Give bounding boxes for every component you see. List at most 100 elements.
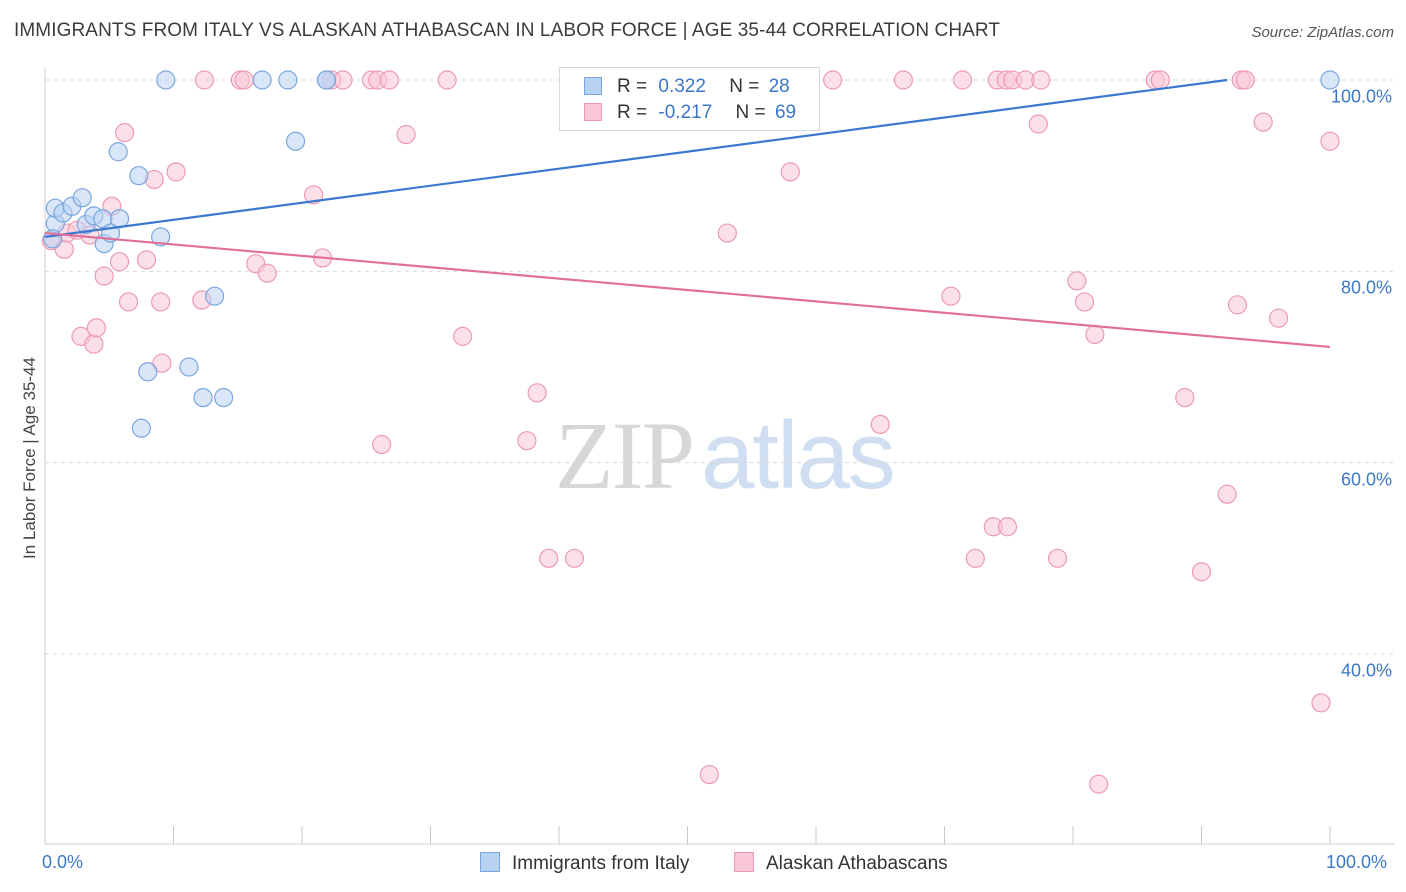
point-italy xyxy=(316,70,337,90)
point-athabascan xyxy=(564,548,585,568)
point-athabascan xyxy=(517,431,537,451)
point-italy xyxy=(205,286,225,306)
point-athabascan xyxy=(152,353,172,373)
point-athabascan xyxy=(941,286,961,306)
point-athabascan xyxy=(109,252,130,272)
point-italy xyxy=(179,357,199,377)
point-athabascan xyxy=(1311,693,1331,713)
point-athabascan xyxy=(303,185,324,205)
point-athabascan xyxy=(1217,484,1237,504)
point-athabascan xyxy=(1227,295,1248,315)
point-athabascan xyxy=(1150,70,1170,90)
y-tick-label-80: 80.0% xyxy=(1340,277,1392,298)
x-tick-label-min: 0.0% xyxy=(42,852,84,872)
legend-label-italy: Immigrants from Italy xyxy=(512,853,690,874)
point-athabascan xyxy=(823,70,843,90)
point-italy xyxy=(252,70,272,90)
legend-n-value-athabascan: 69 xyxy=(774,102,797,123)
stats-legend: R = 0.322 N = 28 R = -0.217 N = 69 xyxy=(559,67,820,131)
legend-item-athabascan: Alaskan Athabascans xyxy=(734,852,948,875)
legend-n-label-athabascan: N = xyxy=(735,102,766,123)
point-athabascan xyxy=(118,292,139,312)
point-athabascan xyxy=(372,434,392,455)
y-tick-label-60: 60.0% xyxy=(1340,469,1392,490)
legend-n-label-italy: N = xyxy=(729,76,760,97)
legend-n-value-italy: 28 xyxy=(768,76,790,97)
point-athabascan xyxy=(257,263,277,283)
point-italy xyxy=(131,418,151,438)
point-athabascan xyxy=(333,70,353,90)
point-athabascan xyxy=(1067,271,1087,291)
legend-swatch-bottom-italy xyxy=(480,852,500,872)
point-italy xyxy=(156,70,176,90)
point-italy xyxy=(285,131,306,151)
point-italy xyxy=(72,188,92,208)
y-tick-label-100: 100.0% xyxy=(1330,86,1392,107)
legend-item-italy: Immigrants from Italy xyxy=(480,852,689,875)
point-athabascan xyxy=(94,266,114,286)
point-athabascan xyxy=(997,517,1018,537)
point-athabascan xyxy=(151,292,171,312)
point-italy xyxy=(138,362,158,382)
point-athabascan xyxy=(1028,114,1048,134)
point-athabascan xyxy=(870,414,890,434)
point-italy xyxy=(214,388,234,408)
point-athabascan xyxy=(396,124,416,145)
point-athabascan xyxy=(86,318,107,338)
point-athabascan xyxy=(1253,112,1273,132)
legend-label-athabascan: Alaskan Athabascans xyxy=(766,853,948,874)
source-label: Source: ZipAtlas.com xyxy=(1251,24,1394,41)
point-athabascan xyxy=(1074,292,1095,312)
y-axis-label: In Labor Force | Age 35-44 xyxy=(20,357,39,559)
point-athabascan xyxy=(84,334,104,354)
point-italy xyxy=(129,166,149,186)
legend-swatch-athabascan xyxy=(584,103,602,121)
point-italy xyxy=(278,70,298,90)
point-athabascan xyxy=(1191,562,1212,582)
point-athabascan xyxy=(1320,131,1340,151)
point-athabascan xyxy=(194,70,214,90)
point-athabascan xyxy=(1089,774,1109,794)
chart-title: IMMIGRANTS FROM ITALY VS ALASKAN ATHABAS… xyxy=(14,20,1001,41)
point-athabascan xyxy=(893,70,913,90)
point-athabascan xyxy=(453,326,473,346)
point-athabascan xyxy=(965,548,985,568)
watermark: ZIPatlas xyxy=(555,400,896,511)
legend-swatch-italy xyxy=(584,77,602,95)
point-italy xyxy=(151,227,171,247)
point-athabascan xyxy=(527,383,547,403)
point-italy xyxy=(109,209,130,229)
point-athabascan xyxy=(136,250,157,270)
point-athabascan xyxy=(780,162,800,182)
x-tick-label-max: 100.0% xyxy=(1326,852,1388,872)
point-athabascan xyxy=(717,223,737,243)
point-italy xyxy=(108,142,128,162)
trend-line-athabascan xyxy=(44,231,1331,349)
point-athabascan xyxy=(539,548,559,568)
watermark-zip: ZIP xyxy=(555,402,695,509)
legend-r-value-athabascan: -0.217 xyxy=(658,102,713,123)
point-athabascan xyxy=(1085,324,1105,345)
point-athabascan xyxy=(1031,70,1051,90)
legend-r-value-italy: 0.322 xyxy=(658,76,706,97)
point-athabascan xyxy=(1268,308,1289,328)
legend-r-label-athabascan: R = xyxy=(617,102,648,123)
point-athabascan xyxy=(166,162,186,182)
legend-r-label-italy: R = xyxy=(617,76,648,97)
point-athabascan xyxy=(437,70,457,90)
point-athabascan xyxy=(952,70,973,90)
point-athabascan xyxy=(1175,388,1195,408)
y-tick-label-40: 40.0% xyxy=(1340,660,1392,681)
legend-swatch-bottom-athabascan xyxy=(734,852,754,872)
watermark-atlas: atlas xyxy=(701,402,896,509)
point-athabascan xyxy=(1047,548,1068,568)
point-italy xyxy=(1320,70,1340,90)
point-athabascan xyxy=(234,70,254,90)
point-athabascan xyxy=(379,70,399,90)
point-athabascan xyxy=(1235,70,1255,90)
point-athabascan xyxy=(699,764,719,785)
point-athabascan xyxy=(115,123,135,143)
trend-line-italy xyxy=(44,78,1228,238)
point-italy xyxy=(193,388,213,408)
